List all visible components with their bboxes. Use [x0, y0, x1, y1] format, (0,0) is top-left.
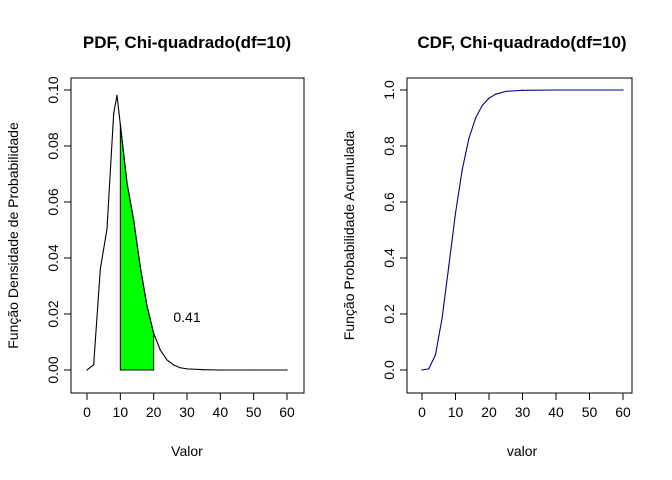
cdf-y-tick-label: 0.2	[381, 304, 397, 324]
pdf-data-point	[99, 268, 101, 270]
pdf-data-point	[179, 367, 181, 369]
cdf-data-point	[468, 137, 470, 140]
cdf-y-axis-label: Função Probabilidade Acumulada	[341, 131, 357, 341]
pdf-data-point	[139, 266, 141, 268]
pdf-data-point	[186, 368, 188, 370]
cdf-data-point	[454, 212, 457, 214]
pdf-data-point	[146, 305, 148, 307]
cdf-title: CDF, Chi-quadrado(df=10)	[417, 33, 626, 52]
cdf-x-tick-label: 60	[615, 404, 631, 420]
pdf-x-tick-label: 50	[246, 404, 262, 420]
cdf-data-point	[434, 354, 436, 356]
cdf-data-point	[441, 317, 443, 319]
pdf-data-point	[113, 112, 115, 115]
cdf-data-point	[428, 368, 430, 370]
pdf-data-point	[166, 359, 168, 361]
pdf-y-tick-label: 0.04	[45, 244, 61, 271]
cdf-x-tick-label: 10	[448, 404, 464, 420]
cdf-y-tick-label: 1.0	[381, 80, 397, 100]
cdf-x-axis-label: valor	[507, 443, 538, 459]
pdf-data-point	[126, 182, 128, 184]
cdf-data-point	[488, 97, 490, 99]
pdf-data-point	[86, 369, 88, 371]
pdf-data-point	[219, 369, 221, 371]
pdf-x-tick-label: 30	[179, 404, 195, 420]
pdf-x-tick-label: 0	[83, 404, 91, 420]
pdf-data-point	[93, 364, 95, 366]
pdf-data-point	[133, 219, 135, 221]
cdf-x-tick-label: 50	[582, 404, 598, 420]
pdf-data-point	[106, 228, 108, 230]
pdf-x-tick-label: 20	[146, 404, 162, 420]
cdf-data-point	[461, 169, 463, 171]
pdf-x-tick-label: 10	[113, 404, 129, 420]
pdf-data-point	[286, 369, 288, 371]
pdf-y-tick-label: 0.06	[45, 188, 61, 215]
pdf-title: PDF, Chi-quadrado(df=10)	[83, 33, 291, 52]
cdf-panel: CDF, Chi-quadrado(df=10) 0 10 20 30 40 50 60 0…	[341, 33, 633, 459]
cdf-data-point	[555, 89, 557, 91]
pdf-x-axis-label: Valor	[171, 443, 203, 459]
cdf-data-point	[622, 89, 624, 91]
cdf-x-tick-label: 30	[515, 404, 531, 420]
cdf-data-point	[588, 89, 591, 91]
cdf-x-ticks: 0 10 20 30 40 50 60	[418, 392, 631, 420]
cdf-data-point	[495, 93, 497, 95]
cdf-x-tick-label: 40	[548, 404, 564, 420]
cdf-y-ticks: 0.0 0.2 0.4 0.6 0.8 1.0	[381, 80, 408, 380]
cdf-data-point	[475, 117, 477, 119]
pdf-area-annotation: 0.41	[173, 309, 200, 325]
cdf-x-tick-label: 0	[418, 404, 426, 420]
pdf-x-ticks: 0 10 20 30 40 50 60	[83, 392, 295, 420]
pdf-y-tick-label: 0.00	[45, 356, 61, 383]
cdf-data-point	[448, 265, 450, 267]
cdf-y-tick-label: 0.0	[381, 360, 397, 380]
cdf-data-point	[505, 90, 507, 92]
pdf-y-axis-label: Função Densidade de Probabilidade	[5, 122, 21, 349]
cdf-series-line	[421, 89, 623, 371]
cdf-plot-box	[406, 77, 633, 394]
cdf-data-point	[521, 89, 524, 91]
pdf-y-tick-label: 0.08	[45, 132, 61, 159]
pdf-series-line	[86, 94, 287, 371]
pdf-y-tick-label: 0.02	[45, 300, 61, 327]
pdf-data-point	[119, 123, 121, 126]
cdf-data-point	[481, 104, 483, 106]
cdf-y-tick-label: 0.4	[381, 248, 397, 268]
pdf-y-ticks: 0.00 0.02 0.04 0.06 0.08 0.10	[45, 76, 72, 384]
pdf-x-tick-label: 40	[213, 404, 229, 420]
pdf-data-point	[153, 332, 155, 334]
pdf-x-tick-label: 60	[279, 404, 295, 420]
pdf-data-point	[203, 369, 205, 371]
pdf-panel: PDF, Chi-quadrado(df=10) 0 10 20 30 40 50 60 0…	[5, 33, 305, 459]
pdf-curve-layer	[86, 94, 288, 371]
cdf-x-tick-label: 20	[481, 404, 497, 420]
cdf-data-point	[421, 369, 423, 371]
pdf-data-point	[116, 94, 118, 96]
pdf-y-tick-label: 0.10	[45, 76, 61, 103]
pdf-data-point	[253, 369, 255, 371]
pdf-data-point	[173, 364, 175, 366]
cdf-y-tick-label: 0.6	[381, 192, 397, 212]
cdf-y-tick-label: 0.8	[381, 136, 397, 156]
cdf-curve-layer	[421, 89, 624, 371]
pdf-data-point	[159, 349, 161, 351]
